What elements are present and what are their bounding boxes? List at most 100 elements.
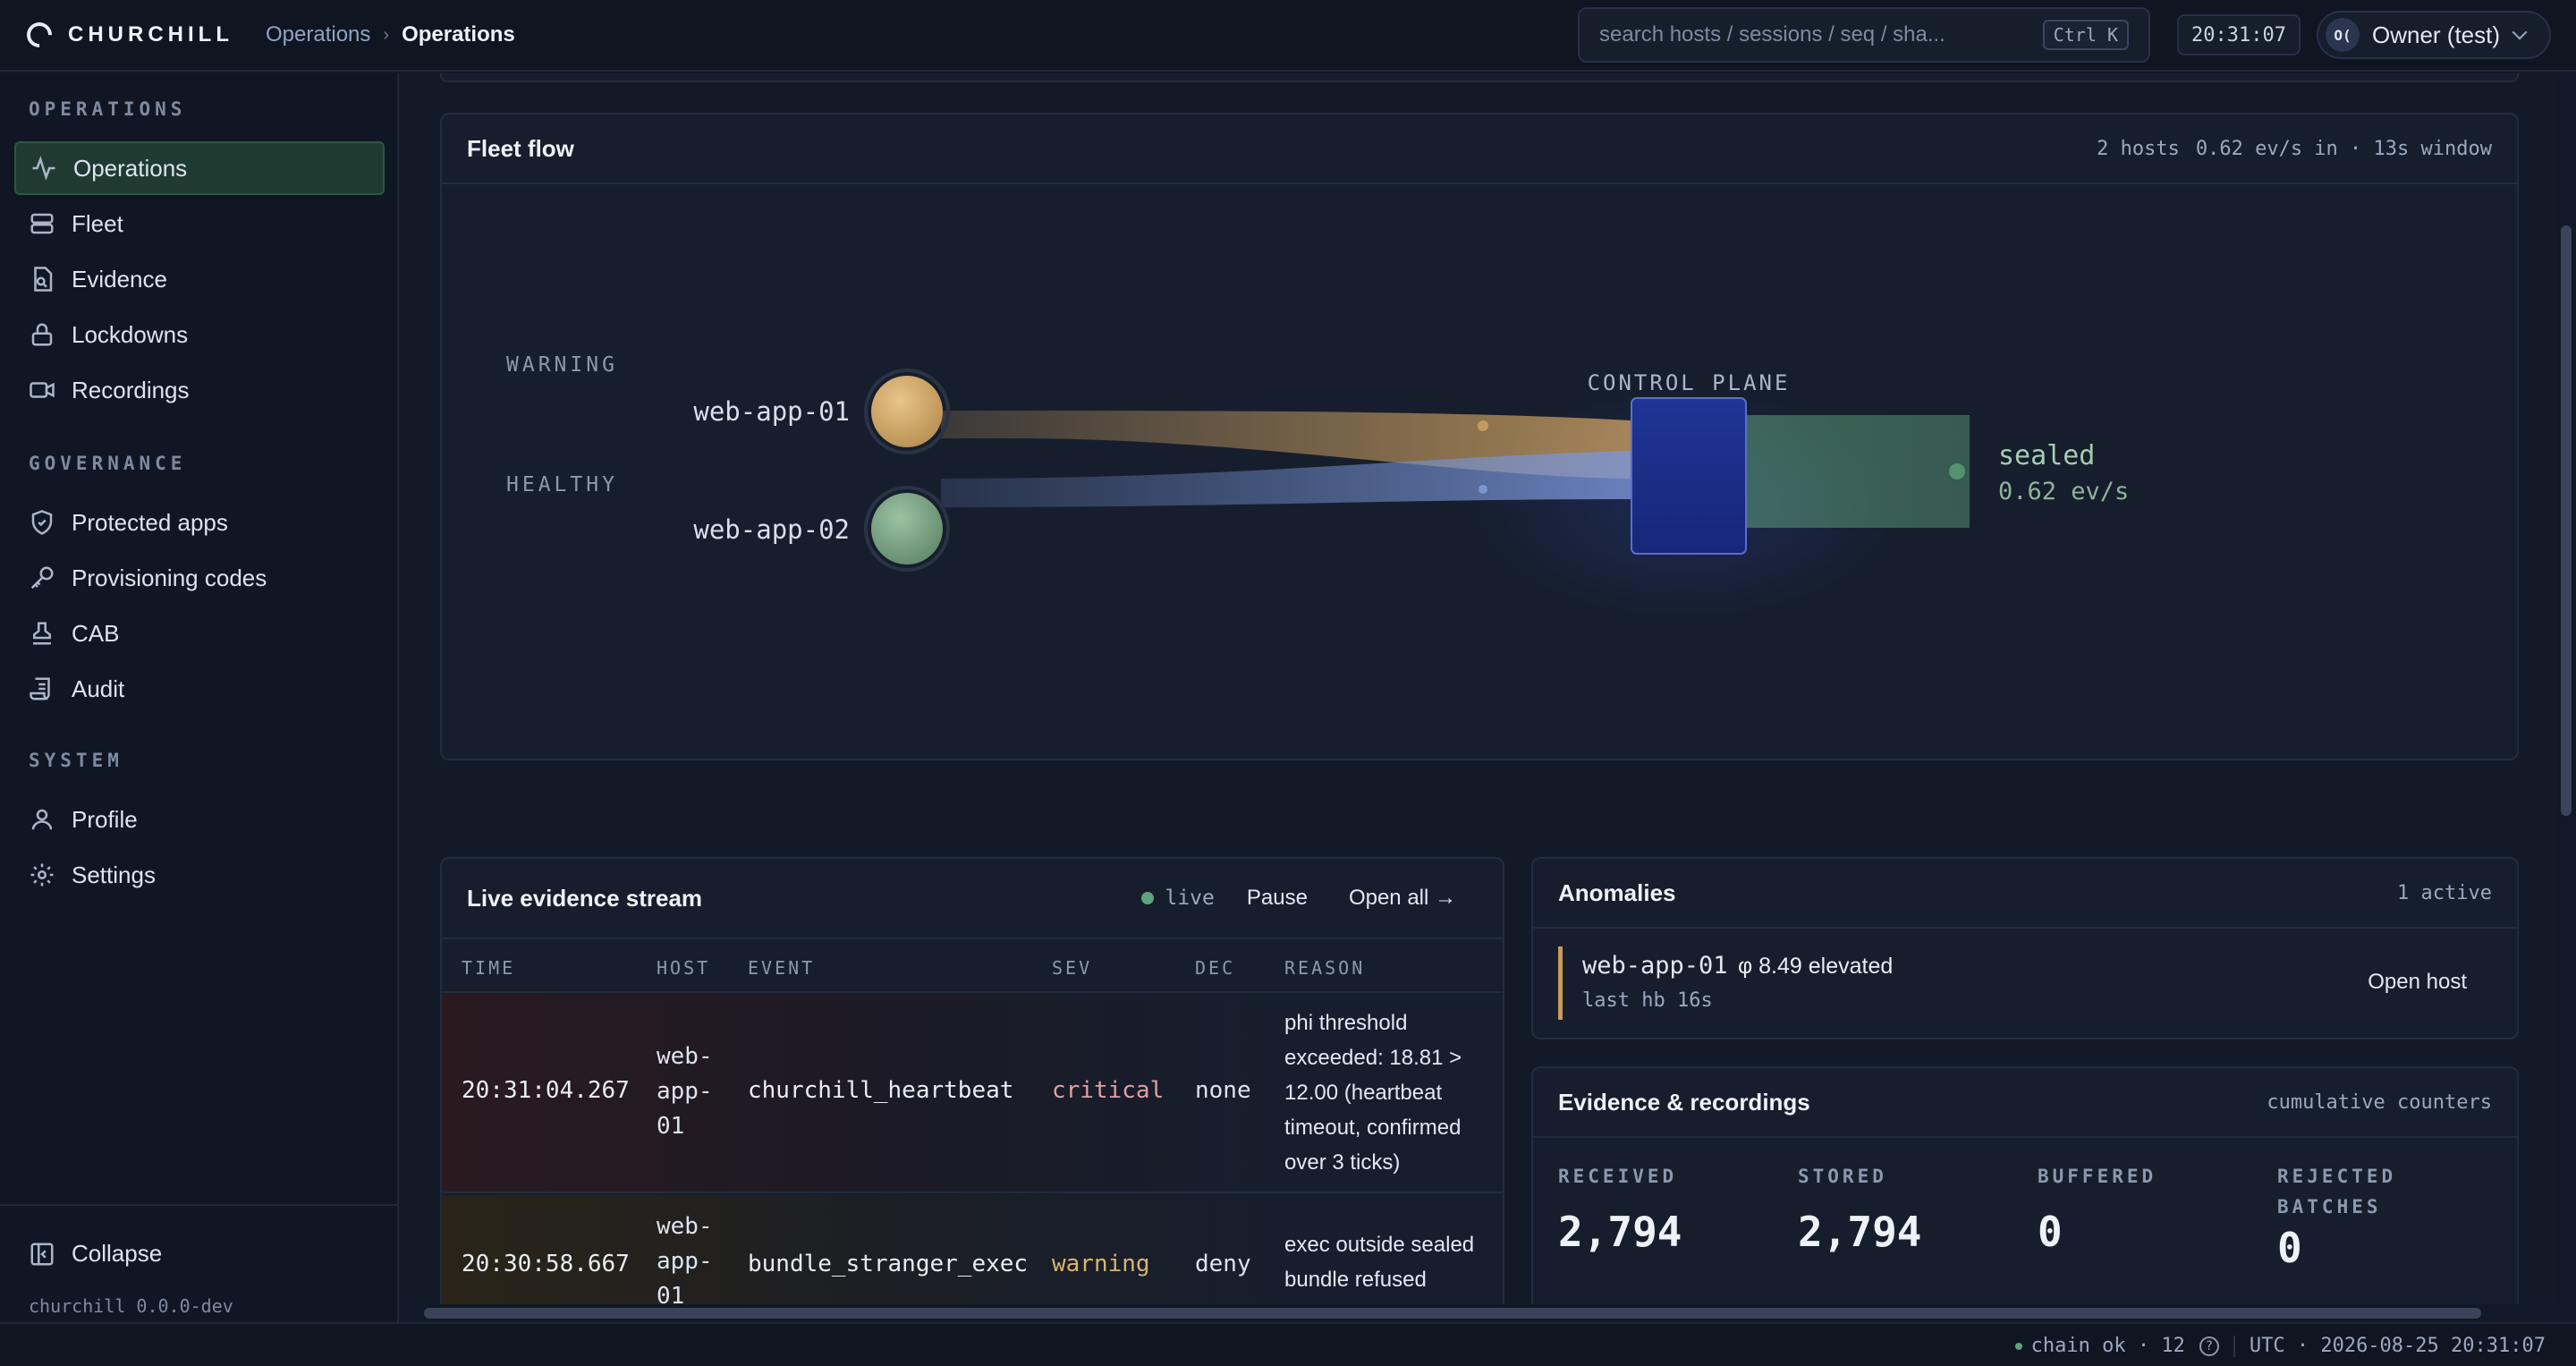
sidebar-section-governance: GOVERNANCE <box>29 453 187 474</box>
table-header: TIME HOST EVENT SEV DEC REASON <box>442 941 1503 993</box>
stamp-icon <box>29 620 55 647</box>
anomalies-header: Anomalies 1 active <box>1533 859 2517 929</box>
video-icon <box>29 377 55 403</box>
sidebar-item-profile[interactable]: Profile <box>14 793 385 846</box>
scrollbar-thumb[interactable] <box>424 1308 2481 1319</box>
sidebar-item-label: Recordings <box>72 376 190 403</box>
live-indicator: live <box>1141 887 1215 910</box>
sidebar-item-evidence[interactable]: Evidence <box>14 252 385 306</box>
sidebar-item-cab[interactable]: CAB <box>14 607 385 660</box>
fleet-flow-diagram: WARNING HEALTHY web-app-01 web-app-02 CO… <box>506 353 2129 621</box>
panel-title: Evidence & recordings <box>1558 1088 1810 1116</box>
collapse-label: Collapse <box>72 1240 163 1267</box>
help-icon[interactable]: ? <box>2199 1336 2219 1356</box>
host-node-web-app-01[interactable] <box>871 376 943 447</box>
open-host-button[interactable]: Open host <box>2368 970 2467 994</box>
sink-label: sealed <box>1998 440 2095 471</box>
row-time: 20:30:58.667 <box>462 1251 630 1277</box>
user-icon <box>29 806 55 833</box>
search-shortcut: Ctrl K <box>2042 20 2129 50</box>
pause-button[interactable]: Pause <box>1246 886 1308 910</box>
row-event: churchill_heartbeat <box>748 1077 1014 1104</box>
breadcrumb-separator-icon: › <box>383 24 390 45</box>
column-header-reason[interactable]: REASON <box>1284 957 1366 979</box>
user-menu-button[interactable]: O( Owner (test) <box>2317 11 2551 59</box>
sidebar: OPERATIONS Operations Fleet Evidence Loc… <box>0 73 399 1322</box>
live-label: live <box>1165 887 1215 910</box>
search-placeholder: search hosts / sessions / seq / sha... <box>1599 22 1945 47</box>
sidebar-item-recordings[interactable]: Recordings <box>14 363 385 417</box>
status-right: chain ok · 12 ? UTC · 2026-08-25 20:31:0… <box>2014 1335 2546 1357</box>
anomaly-host: web-app-01 <box>1582 952 1728 980</box>
sidebar-item-lockdowns[interactable]: Lockdowns <box>14 308 385 361</box>
horizontal-scrollbar[interactable] <box>401 1304 2556 1322</box>
row-decision: none <box>1195 1077 1251 1104</box>
host-node-web-app-02[interactable] <box>871 493 943 564</box>
sidebar-item-settings[interactable]: Settings <box>14 848 385 902</box>
main-content: Fleet flow 2 hosts 0.62 ev/s in · 13s wi… <box>401 73 2547 1306</box>
sidebar-section-operations: OPERATIONS <box>29 98 187 120</box>
sidebar-item-label: Audit <box>72 675 125 702</box>
host-ring <box>864 369 950 454</box>
panel-title: Fleet flow <box>467 134 574 162</box>
search-input[interactable]: search hosts / sessions / seq / sha... C… <box>1578 7 2150 63</box>
column-header-sev[interactable]: SEV <box>1052 957 1093 979</box>
sidebar-collapse-icon <box>29 1241 55 1268</box>
evidence-recordings-panel: Evidence & recordings cumulative counter… <box>1531 1066 2519 1306</box>
anomalies-count: 1 active <box>2397 881 2492 904</box>
host-ring <box>864 486 950 572</box>
flow-particle <box>1949 463 1965 479</box>
divider <box>2233 1335 2235 1357</box>
breadcrumb-parent[interactable]: Operations <box>265 22 371 47</box>
fleet-flow-header: Fleet flow 2 hosts 0.62 ev/s in · 13s wi… <box>442 115 2517 184</box>
column-header-host[interactable]: HOST <box>657 957 711 979</box>
vertical-scrollbar[interactable] <box>2556 73 2576 1322</box>
host-label-web-app-01[interactable]: web-app-01 <box>693 396 850 427</box>
row-event: bundle_stranger_exec <box>748 1251 1029 1277</box>
sidebar-item-protected-apps[interactable]: Protected apps <box>14 496 385 549</box>
sidebar-item-operations[interactable]: Operations <box>14 141 385 195</box>
sidebar-item-label: CAB <box>72 619 120 647</box>
collapse-button[interactable]: Collapse <box>29 1240 162 1268</box>
live-dot-icon <box>1141 892 1155 904</box>
evidence-stream-header: Live evidence stream live Pause Open all… <box>442 859 1503 939</box>
anomaly-item[interactable]: web-app-01 φ 8.49 elevated last hb 16s O… <box>1558 946 2492 1020</box>
panel-title: Live evidence stream <box>467 884 703 912</box>
brand[interactable]: CHURCHILL <box>21 17 233 53</box>
row-reason: phi threshold exceeded: 18.81 > 12.00 (h… <box>1284 1011 1462 1175</box>
table-row[interactable]: 20:31:04.267 web-app-01 churchill_heartb… <box>442 993 1503 1193</box>
scrollbar-thumb[interactable] <box>2561 225 2572 816</box>
sidebar-item-provisioning-codes[interactable]: Provisioning codes <box>14 551 385 605</box>
chain-ok-dot-icon <box>2014 1342 2022 1350</box>
sidebar-item-label: Evidence <box>72 265 167 293</box>
sidebar-item-audit[interactable]: Audit <box>14 662 385 716</box>
open-all-button[interactable]: Open all → <box>1348 886 1456 910</box>
evidence-stream-panel: Live evidence stream live Pause Open all… <box>440 857 1504 1306</box>
anomaly-last-heartbeat: last hb 16s <box>1582 989 1713 1012</box>
scroll-icon <box>29 675 55 702</box>
brand-name: CHURCHILL <box>68 22 233 47</box>
shield-icon <box>29 509 55 536</box>
host-label-web-app-02[interactable]: web-app-02 <box>693 514 850 545</box>
row-time: 20:31:04.267 <box>462 1077 630 1104</box>
chevron-down-icon <box>2512 24 2528 40</box>
sidebar-item-fleet[interactable]: Fleet <box>14 197 385 250</box>
sidebar-item-label: Profile <box>72 805 138 833</box>
table-row[interactable]: 20:30:58.667 web-app-01 bundle_stranger_… <box>442 1195 1503 1306</box>
header-clock: 20:31:07 <box>2177 14 2301 55</box>
server-icon <box>29 210 55 237</box>
column-header-dec[interactable]: DEC <box>1195 957 1236 979</box>
column-header-event[interactable]: EVENT <box>748 957 816 979</box>
sidebar-item-label: Lockdowns <box>72 320 189 348</box>
group-label-warning: WARNING <box>506 353 618 377</box>
column-header-time[interactable]: TIME <box>462 957 516 979</box>
control-plane-node[interactable] <box>1631 397 1747 555</box>
sidebar-section-system: SYSTEM <box>29 750 123 771</box>
flow-web-app-02 <box>941 451 1631 507</box>
sidebar-item-label: Protected apps <box>72 508 228 536</box>
stat-stored-value: 2,794 <box>1798 1208 1922 1256</box>
app-version: churchill 0.0.0-dev <box>29 1295 233 1317</box>
top-bar: CHURCHILL Operations › Operations search… <box>0 0 2576 72</box>
group-label-healthy: HEALTHY <box>506 473 618 496</box>
breadcrumb-current: Operations <box>402 22 515 47</box>
